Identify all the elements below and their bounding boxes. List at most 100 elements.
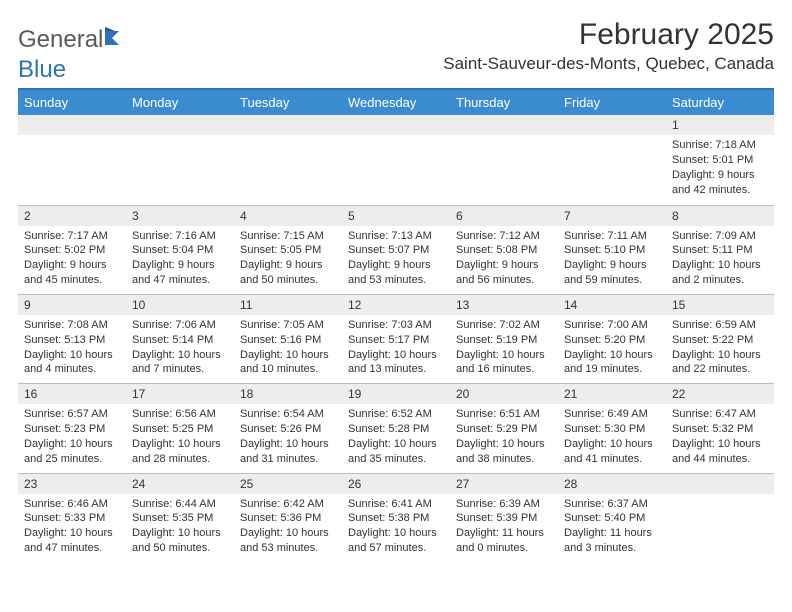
sunrise-text: Sunrise: 6:54 AM [240, 407, 336, 422]
sunset-text: Sunset: 5:30 PM [564, 422, 660, 437]
day-detail-row: Sunrise: 6:46 AMSunset: 5:33 PM Daylight:… [18, 494, 774, 562]
sunset-text: Sunset: 5:22 PM [672, 333, 768, 348]
logo-text-1: General [18, 26, 103, 54]
sunrise-text: Sunrise: 7:17 AM [24, 229, 120, 244]
daylight-text: Daylight: 10 hours and 53 minutes. [240, 526, 336, 556]
sunrise-text: Sunrise: 7:16 AM [132, 229, 228, 244]
day-detail-cell [342, 135, 450, 205]
day-number-cell [18, 115, 126, 135]
daylight-text: Daylight: 10 hours and 16 minutes. [456, 348, 552, 378]
day-number-cell [450, 115, 558, 135]
day-number-cell [666, 473, 774, 494]
daylight-text: Daylight: 10 hours and 57 minutes. [348, 526, 444, 556]
day-number-row: 9101112131415 [18, 294, 774, 315]
day-detail-cell: Sunrise: 7:12 AMSunset: 5:08 PMDaylight:… [450, 226, 558, 295]
daylight-text: Daylight: 10 hours and 41 minutes. [564, 437, 660, 467]
daylight-text: Daylight: 10 hours and 10 minutes. [240, 348, 336, 378]
day-detail-cell: Sunrise: 7:09 AMSunset: 5:11 PMDaylight:… [666, 226, 774, 295]
day-detail-cell: Sunrise: 6:54 AMSunset: 5:26 PMDaylight:… [234, 404, 342, 473]
daylight-text: Daylight: 9 hours and 42 minutes. [672, 168, 768, 198]
sunrise-text: Sunrise: 7:00 AM [564, 318, 660, 333]
day-number-cell: 19 [342, 384, 450, 405]
day-detail-cell: Sunrise: 6:39 AMSunset: 5:39 PMDaylight:… [450, 494, 558, 562]
daylight-text: Daylight: 10 hours and 38 minutes. [456, 437, 552, 467]
day-detail-cell: Sunrise: 7:17 AMSunset: 5:02 PMDaylight:… [18, 226, 126, 295]
daylight-text: Daylight: 10 hours and 35 minutes. [348, 437, 444, 467]
day-number-cell: 23 [18, 473, 126, 494]
day-detail-cell: Sunrise: 7:16 AMSunset: 5:04 PMDaylight:… [126, 226, 234, 295]
daylight-text: Daylight: 10 hours and 44 minutes. [672, 437, 768, 467]
sunrise-text: Sunrise: 7:09 AM [672, 229, 768, 244]
day-detail-cell [558, 135, 666, 205]
sunrise-text: Sunrise: 7:02 AM [456, 318, 552, 333]
day-detail-cell [666, 494, 774, 562]
day-detail-cell: Sunrise: 7:18 AMSunset: 5:01 PMDaylight:… [666, 135, 774, 205]
sunrise-text: Sunrise: 6:52 AM [348, 407, 444, 422]
day-detail-cell [126, 135, 234, 205]
sunset-text: Sunset: 5:04 PM [132, 243, 228, 258]
day-detail-cell: Sunrise: 6:44 AMSunset: 5:35 PMDaylight:… [126, 494, 234, 562]
sunrise-text: Sunrise: 6:37 AM [564, 497, 660, 512]
sunrise-text: Sunrise: 7:03 AM [348, 318, 444, 333]
daylight-text: Daylight: 9 hours and 45 minutes. [24, 258, 120, 288]
day-detail-cell: Sunrise: 7:11 AMSunset: 5:10 PMDaylight:… [558, 226, 666, 295]
sunrise-text: Sunrise: 6:51 AM [456, 407, 552, 422]
day-detail-row: Sunrise: 6:57 AMSunset: 5:23 PMDaylight:… [18, 404, 774, 473]
day-detail-cell: Sunrise: 7:03 AMSunset: 5:17 PMDaylight:… [342, 315, 450, 384]
sunrise-text: Sunrise: 6:57 AM [24, 407, 120, 422]
day-number-cell: 6 [450, 205, 558, 226]
day-number-cell: 18 [234, 384, 342, 405]
daylight-text: Daylight: 10 hours and 4 minutes. [24, 348, 120, 378]
weekday-header: Thursday [450, 90, 558, 115]
weekday-header: Friday [558, 90, 666, 115]
day-detail-cell [18, 135, 126, 205]
day-detail-cell: Sunrise: 6:52 AMSunset: 5:28 PMDaylight:… [342, 404, 450, 473]
day-number-cell: 28 [558, 473, 666, 494]
sunset-text: Sunset: 5:26 PM [240, 422, 336, 437]
sunrise-text: Sunrise: 6:59 AM [672, 318, 768, 333]
sunset-text: Sunset: 5:40 PM [564, 511, 660, 526]
day-number-cell: 25 [234, 473, 342, 494]
sunrise-text: Sunrise: 6:49 AM [564, 407, 660, 422]
day-number-row: 16171819202122 [18, 384, 774, 405]
day-number-cell: 20 [450, 384, 558, 405]
sunset-text: Sunset: 5:32 PM [672, 422, 768, 437]
sunrise-text: Sunrise: 7:05 AM [240, 318, 336, 333]
day-number-cell: 5 [342, 205, 450, 226]
sunrise-text: Sunrise: 6:46 AM [24, 497, 120, 512]
weekday-header: Sunday [18, 90, 126, 115]
day-number-cell: 9 [18, 294, 126, 315]
day-number-cell: 1 [666, 115, 774, 135]
daylight-text: Daylight: 9 hours and 47 minutes. [132, 258, 228, 288]
day-detail-cell: Sunrise: 6:51 AMSunset: 5:29 PMDaylight:… [450, 404, 558, 473]
day-detail-cell: Sunrise: 6:57 AMSunset: 5:23 PMDaylight:… [18, 404, 126, 473]
day-detail-cell: Sunrise: 7:15 AMSunset: 5:05 PMDaylight:… [234, 226, 342, 295]
day-detail-cell: Sunrise: 6:41 AMSunset: 5:38 PMDaylight:… [342, 494, 450, 562]
logo-flag-icon [105, 26, 129, 54]
day-detail-row: Sunrise: 7:18 AMSunset: 5:01 PMDaylight:… [18, 135, 774, 205]
daylight-text: Daylight: 10 hours and 7 minutes. [132, 348, 228, 378]
sunset-text: Sunset: 5:05 PM [240, 243, 336, 258]
daylight-text: Daylight: 10 hours and 50 minutes. [132, 526, 228, 556]
day-detail-cell: Sunrise: 6:49 AMSunset: 5:30 PMDaylight:… [558, 404, 666, 473]
sunrise-text: Sunrise: 7:15 AM [240, 229, 336, 244]
daylight-text: Daylight: 10 hours and 28 minutes. [132, 437, 228, 467]
day-number-cell: 16 [18, 384, 126, 405]
daylight-text: Daylight: 10 hours and 31 minutes. [240, 437, 336, 467]
day-number-cell: 17 [126, 384, 234, 405]
day-detail-cell: Sunrise: 7:05 AMSunset: 5:16 PMDaylight:… [234, 315, 342, 384]
day-number-cell: 11 [234, 294, 342, 315]
sunrise-text: Sunrise: 6:56 AM [132, 407, 228, 422]
sunrise-text: Sunrise: 7:13 AM [348, 229, 444, 244]
sunset-text: Sunset: 5:29 PM [456, 422, 552, 437]
sunset-text: Sunset: 5:35 PM [132, 511, 228, 526]
sunset-text: Sunset: 5:38 PM [348, 511, 444, 526]
day-number-cell: 14 [558, 294, 666, 315]
sunset-text: Sunset: 5:01 PM [672, 153, 768, 168]
day-number-row: 2345678 [18, 205, 774, 226]
sunset-text: Sunset: 5:11 PM [672, 243, 768, 258]
day-number-cell: 22 [666, 384, 774, 405]
sunrise-text: Sunrise: 6:39 AM [456, 497, 552, 512]
sunset-text: Sunset: 5:33 PM [24, 511, 120, 526]
day-number-cell: 10 [126, 294, 234, 315]
